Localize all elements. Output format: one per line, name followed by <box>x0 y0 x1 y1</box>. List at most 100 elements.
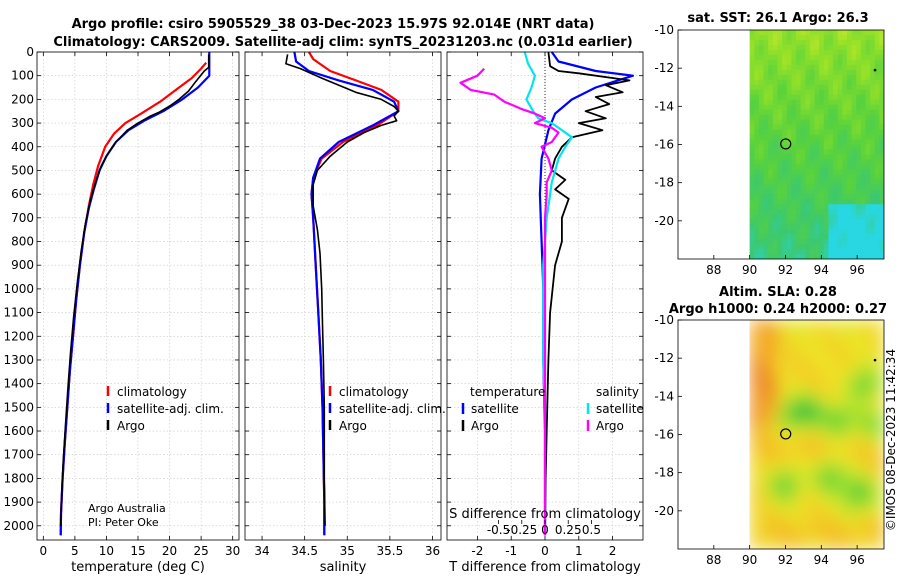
field-cell <box>772 524 779 530</box>
field-cell <box>837 219 843 225</box>
field-cell <box>795 49 802 56</box>
field-cell <box>856 479 862 485</box>
field-cell <box>800 69 806 76</box>
field-cell <box>809 109 816 116</box>
field-cell <box>865 449 871 456</box>
field-cell <box>837 320 843 326</box>
field-cell <box>805 504 811 510</box>
field-cell <box>754 174 760 180</box>
field-cell <box>823 64 830 71</box>
legend-title-salinity: salinity <box>596 385 639 399</box>
field-cell <box>814 30 820 36</box>
field-cell <box>819 479 825 485</box>
field-cell <box>865 174 871 180</box>
field-cell <box>800 364 806 371</box>
field-cell <box>823 74 830 81</box>
field-cell <box>879 189 884 195</box>
field-cell <box>828 59 834 66</box>
field-cell <box>833 99 839 106</box>
field-cell <box>772 104 779 111</box>
field-cell <box>768 349 774 356</box>
field-cell <box>856 30 862 36</box>
x-tick-label-secondary: 0 <box>541 523 549 537</box>
field-cell <box>795 434 802 441</box>
field-cell <box>846 409 853 416</box>
field-cell <box>777 164 783 170</box>
field-cell <box>809 544 816 549</box>
field-cell <box>819 249 825 255</box>
field-cell <box>833 149 839 156</box>
field-cell <box>860 444 867 451</box>
field-cell <box>828 484 834 490</box>
field-cell <box>772 109 779 116</box>
field-cell <box>754 329 760 336</box>
field-cell <box>814 379 820 386</box>
field-cell <box>795 389 802 396</box>
field-cell <box>842 54 848 61</box>
field-cell <box>763 114 769 121</box>
map-x-tick-label: 96 <box>849 263 864 277</box>
field-cell <box>819 474 825 480</box>
field-cell <box>772 224 779 230</box>
field-cell <box>758 409 765 416</box>
neighbor-dot <box>873 358 877 362</box>
field-cell <box>791 34 797 41</box>
field-cell <box>768 249 774 255</box>
field-cell <box>772 479 779 485</box>
field-cell <box>791 449 797 456</box>
field-cell <box>828 174 834 180</box>
field-cell <box>768 539 774 545</box>
field-cell <box>777 439 783 446</box>
field-cell <box>833 189 839 195</box>
field-cell <box>782 374 788 381</box>
field-cell <box>833 544 839 549</box>
field-cell <box>842 144 848 151</box>
field-cell <box>795 99 802 106</box>
field-cell <box>763 249 769 255</box>
field-cell <box>814 464 820 470</box>
field-cell <box>772 179 779 185</box>
field-cell <box>814 249 820 255</box>
field-cell <box>833 154 839 161</box>
field-cell <box>768 144 774 151</box>
field-cell <box>805 474 811 480</box>
field-cell <box>860 84 867 91</box>
map-y-tick-label: -20 <box>654 214 674 228</box>
field-cell <box>758 34 765 41</box>
field-cell <box>833 34 839 41</box>
field-cell <box>846 199 853 205</box>
figure-title-line1: Argo profile: csiro 5905529_38 03-Dec-20… <box>72 17 595 32</box>
field-cell <box>758 169 765 175</box>
field-cell <box>814 534 820 540</box>
field-cell <box>879 359 884 366</box>
field-cell <box>865 244 871 250</box>
field-cell <box>851 349 857 356</box>
field-cell <box>800 499 806 505</box>
field-cell <box>860 169 867 175</box>
field-cell <box>851 424 857 431</box>
field-cell <box>749 404 755 411</box>
field-cell <box>823 194 830 200</box>
field-cell <box>874 404 880 411</box>
field-cell <box>749 364 755 371</box>
field-cell <box>754 154 760 161</box>
field-cell <box>791 364 797 371</box>
field-cell <box>865 469 871 475</box>
field-cell <box>874 184 880 190</box>
field-cell <box>782 504 788 510</box>
field-cell <box>870 79 876 86</box>
field-cell <box>800 369 806 376</box>
field-cell <box>870 104 876 111</box>
field-cell <box>874 514 880 520</box>
field-cell <box>879 379 884 386</box>
field-cell <box>879 199 884 205</box>
field-cell <box>758 464 765 470</box>
field-cell <box>805 214 811 220</box>
field-cell <box>879 174 884 180</box>
field-cell <box>795 539 802 545</box>
field-cell <box>819 464 825 470</box>
field-cell <box>791 484 797 490</box>
field-cell <box>865 64 871 71</box>
field-cell <box>763 174 769 180</box>
field-cell <box>791 219 797 225</box>
